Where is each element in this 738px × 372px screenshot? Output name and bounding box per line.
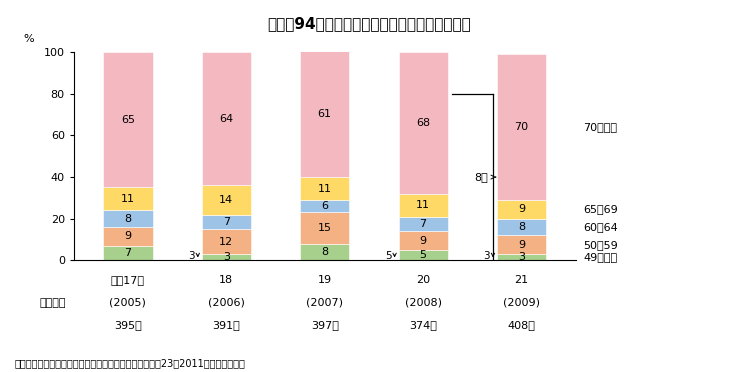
Text: 70: 70 xyxy=(514,122,528,132)
Text: 3: 3 xyxy=(483,251,490,261)
Text: 11: 11 xyxy=(416,200,430,210)
Bar xyxy=(497,200,546,219)
Text: 3: 3 xyxy=(223,252,230,262)
Text: 60〜64: 60〜64 xyxy=(584,222,618,232)
Text: (2008): (2008) xyxy=(404,298,441,308)
Bar xyxy=(103,227,153,246)
Text: 14: 14 xyxy=(219,195,233,205)
Bar xyxy=(300,177,349,200)
Bar xyxy=(399,217,448,231)
Bar xyxy=(201,52,251,185)
Text: 資料：農林水産省「農作業事故調査結果報告書」（平成23（2011）年５月公表）: 資料：農林水産省「農作業事故調査結果報告書」（平成23（2011）年５月公表） xyxy=(15,358,246,368)
Bar xyxy=(497,54,546,200)
Text: 3: 3 xyxy=(518,252,525,262)
Text: 11: 11 xyxy=(121,194,135,204)
Text: 19: 19 xyxy=(317,275,332,285)
Text: 図２－94　年齢別農作業事故の発生件数の推移: 図２－94 年齢別農作業事故の発生件数の推移 xyxy=(267,16,471,31)
Bar xyxy=(103,246,153,260)
Bar xyxy=(300,212,349,244)
Text: 9: 9 xyxy=(125,231,131,241)
Text: (2007): (2007) xyxy=(306,298,343,308)
Text: 7: 7 xyxy=(125,248,131,258)
Text: 65: 65 xyxy=(121,115,135,125)
Text: 8: 8 xyxy=(518,222,525,232)
Text: 18: 18 xyxy=(219,275,233,285)
Bar xyxy=(399,52,448,194)
Text: 65〜69: 65〜69 xyxy=(584,204,618,214)
Text: (2005): (2005) xyxy=(109,298,146,308)
Text: (2009): (2009) xyxy=(503,298,540,308)
Bar xyxy=(300,244,349,260)
Text: 9: 9 xyxy=(518,240,525,250)
Text: 8: 8 xyxy=(321,247,328,257)
Text: 21: 21 xyxy=(514,275,528,285)
Bar xyxy=(399,250,448,260)
Text: 7: 7 xyxy=(223,217,230,227)
Text: 9: 9 xyxy=(518,204,525,214)
Text: 68: 68 xyxy=(416,118,430,128)
Bar xyxy=(300,200,349,212)
Text: 397件: 397件 xyxy=(311,320,339,330)
Bar xyxy=(201,229,251,254)
Bar xyxy=(103,187,153,211)
Text: 12: 12 xyxy=(219,237,233,247)
Text: 7: 7 xyxy=(420,219,427,229)
Text: 395件: 395件 xyxy=(114,320,142,330)
Text: 374件: 374件 xyxy=(409,320,437,330)
Text: (2006): (2006) xyxy=(208,298,245,308)
Text: 8割: 8割 xyxy=(475,172,488,182)
Text: 9: 9 xyxy=(420,235,427,246)
Bar xyxy=(201,185,251,215)
Text: 61: 61 xyxy=(318,109,331,119)
Bar xyxy=(103,211,153,227)
Text: 5: 5 xyxy=(420,250,427,260)
Bar xyxy=(399,231,448,250)
Bar xyxy=(300,50,349,177)
Bar xyxy=(201,215,251,229)
Text: 391件: 391件 xyxy=(213,320,240,330)
Text: 49歳以下: 49歳以下 xyxy=(584,252,618,262)
Text: 平成17年: 平成17年 xyxy=(111,275,145,285)
Text: 50〜59: 50〜59 xyxy=(584,240,618,250)
Text: 発生件数: 発生件数 xyxy=(40,298,66,308)
Bar xyxy=(497,254,546,260)
Bar xyxy=(497,235,546,254)
Text: 20: 20 xyxy=(416,275,430,285)
Bar xyxy=(201,254,251,260)
Text: 8: 8 xyxy=(125,214,131,224)
Text: 15: 15 xyxy=(318,223,331,233)
Bar xyxy=(399,194,448,217)
Text: 5: 5 xyxy=(385,251,392,261)
Text: 64: 64 xyxy=(219,114,233,124)
Text: 6: 6 xyxy=(321,201,328,211)
Bar xyxy=(497,219,546,235)
Text: 70歳以上: 70歳以上 xyxy=(584,122,618,132)
Text: 408件: 408件 xyxy=(508,320,536,330)
Text: 11: 11 xyxy=(318,183,331,193)
Text: 3: 3 xyxy=(188,251,195,261)
Bar xyxy=(103,52,153,187)
Text: %: % xyxy=(23,34,34,44)
